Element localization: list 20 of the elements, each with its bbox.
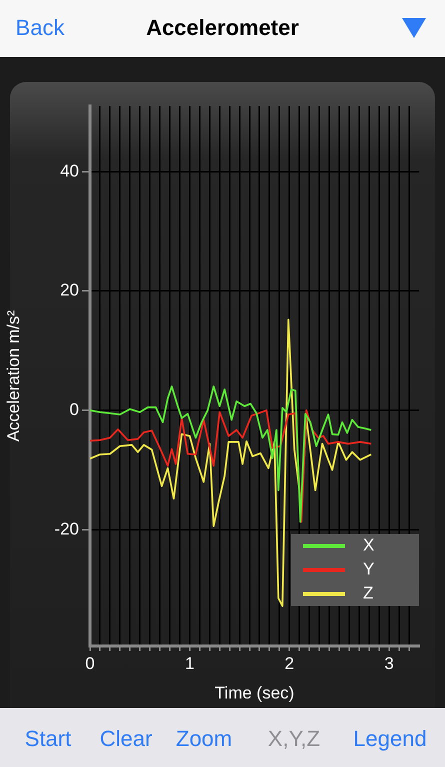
x-tick-label: 2: [284, 654, 294, 673]
y-tick-label: 0: [70, 400, 79, 419]
text: Zoom: [176, 726, 232, 752]
text: Legend: [353, 726, 427, 752]
y-tick-label: 20: [60, 280, 79, 300]
x-axis-title: Time (sec): [214, 683, 294, 702]
legend-label: X: [363, 536, 374, 555]
legend-label: Z: [363, 584, 374, 603]
text: Back: [16, 15, 64, 41]
y-tick-label: 40: [60, 161, 79, 180]
text: Clear: [100, 726, 152, 752]
y-axis-title: Acceleration m/s²: [4, 310, 23, 442]
text: Start: [24, 726, 72, 752]
text: X,Y,Z: [268, 726, 320, 752]
x-tick-label: 0: [85, 654, 95, 673]
x-tick-label: 3: [384, 654, 394, 673]
x-tick-label: 1: [184, 654, 194, 673]
chart-title: Accelerometer: [146, 15, 299, 40]
y-tick-label: -20: [54, 519, 79, 538]
legend-label: Y: [363, 560, 374, 579]
